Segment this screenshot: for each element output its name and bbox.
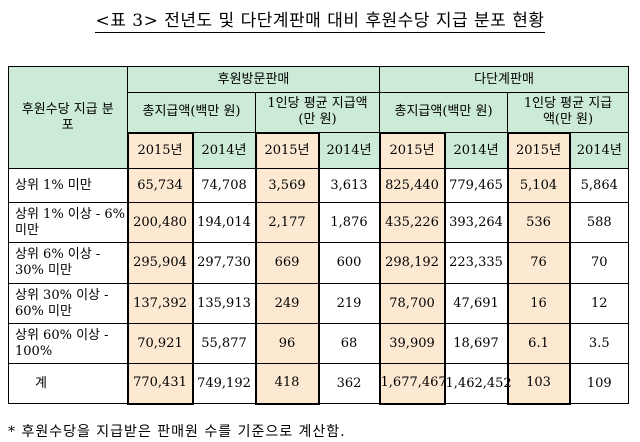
year-header-row: 2015년 2014년 2015년 2014년 2015년 2014년 2015… bbox=[9, 131, 630, 169]
value-cell: 779,465 bbox=[444, 168, 509, 203]
year-header-cell: 2014년 bbox=[317, 132, 381, 169]
value-cell: 200,480 bbox=[126, 202, 194, 243]
value-cell: 16 bbox=[506, 283, 571, 324]
value-cell: 47,691 bbox=[444, 283, 509, 324]
value-cell: 65,734 bbox=[126, 168, 194, 203]
year-header-cell: 2015년 bbox=[254, 131, 320, 169]
table-row: 상위 1% 미만 65,734 74,708 3,569 3,613 825,4… bbox=[8, 168, 630, 203]
value-cell: 435,226 bbox=[378, 202, 446, 243]
value-cell: 536 bbox=[506, 202, 571, 243]
value-cell: 2,177 bbox=[254, 202, 320, 243]
value-cell: 249 bbox=[254, 283, 320, 324]
footnote: * 후원수당을 지급받은 판매원 수를 기준으로 계산함. bbox=[8, 424, 346, 440]
value-cell: 3.5 bbox=[569, 323, 630, 364]
value-cell: 55,877 bbox=[192, 323, 256, 364]
value-cell: 96 bbox=[254, 323, 320, 364]
year-header-cell: 2014년 bbox=[444, 132, 509, 169]
value-cell: 297,730 bbox=[192, 242, 256, 284]
row-label: 상위 1% 이상 - 6% 미만 bbox=[8, 202, 128, 243]
value-cell: 39,909 bbox=[378, 323, 446, 364]
value-cell: 1,462,452 bbox=[444, 363, 512, 404]
document-title: <표 3> 전년도 및 다단계판매 대비 후원수당 지급 분포 현황 bbox=[95, 11, 545, 33]
row-label: 상위 60% 이상 - 100% bbox=[8, 323, 128, 364]
value-cell: 770,431 bbox=[126, 363, 194, 405]
value-cell: 78,700 bbox=[378, 283, 446, 324]
value-cell: 103 bbox=[506, 363, 571, 405]
year-header-cell: 2015년 bbox=[378, 131, 446, 169]
table-row: 상위 30% 이상 - 60% 미만 137,392 135,913 249 2… bbox=[8, 283, 630, 324]
subheader-avg-mlm: 1인당 평균 지급액(만 원) bbox=[507, 92, 630, 133]
value-cell: 1,677,467 bbox=[378, 363, 447, 405]
value-cell: 5,104 bbox=[506, 168, 571, 203]
value-cell: 3,569 bbox=[254, 168, 320, 203]
row-label: 상위 6% 이상 - 30% 미만 bbox=[8, 242, 128, 284]
year-header-cell: 2014년 bbox=[569, 132, 630, 169]
year-header-cell: 2015년 bbox=[126, 131, 194, 169]
value-cell: 68 bbox=[317, 323, 381, 364]
value-cell: 393,264 bbox=[444, 202, 509, 243]
row-label: 계 bbox=[8, 363, 128, 404]
row-label: 상위 1% 미만 bbox=[8, 168, 128, 203]
value-cell: 3,613 bbox=[317, 168, 381, 203]
group-header-visit-sales: 후원방문판매 bbox=[126, 66, 381, 93]
value-cell: 600 bbox=[317, 242, 381, 284]
subheader-total-visit: 총지급액(백만 원) bbox=[127, 92, 256, 133]
total-row: 계 770,431 749,192 418 362 1,677,467 1,46… bbox=[8, 363, 630, 405]
value-cell: 219 bbox=[317, 283, 381, 324]
value-cell: 825,440 bbox=[378, 168, 446, 203]
value-cell: 74,708 bbox=[192, 168, 256, 203]
value-cell: 18,697 bbox=[444, 323, 509, 364]
value-cell: 295,904 bbox=[126, 242, 194, 284]
distribution-table: 후원수당 지급 분포 후원방문판매 다단계판매 총지급액(백만 원) 1인당 평… bbox=[8, 66, 630, 405]
year-header-cell: 2014년 bbox=[192, 132, 256, 169]
value-cell: 669 bbox=[254, 242, 320, 284]
value-cell: 135,913 bbox=[192, 283, 256, 324]
group-header-mlm: 다단계판매 bbox=[379, 66, 630, 93]
year-header-cell: 2015년 bbox=[506, 131, 571, 169]
value-cell: 109 bbox=[569, 363, 630, 404]
value-cell: 70,921 bbox=[126, 323, 194, 364]
table-row: 상위 60% 이상 - 100% 70,921 55,877 96 68 39,… bbox=[8, 323, 630, 364]
value-cell: 76 bbox=[506, 242, 571, 284]
value-cell: 1,876 bbox=[317, 202, 381, 243]
row-label: 상위 30% 이상 - 60% 미만 bbox=[8, 283, 128, 324]
value-cell: 298,192 bbox=[378, 242, 446, 284]
value-cell: 12 bbox=[569, 283, 630, 324]
value-cell: 749,192 bbox=[192, 363, 256, 404]
corner-header: 후원수당 지급 분포 bbox=[8, 66, 128, 169]
subheader-total-mlm: 총지급액(백만 원) bbox=[379, 92, 509, 133]
table-row: 상위 1% 이상 - 6% 미만 200,480 194,014 2,177 1… bbox=[8, 202, 630, 243]
value-cell: 194,014 bbox=[192, 202, 256, 243]
value-cell: 5,864 bbox=[569, 168, 630, 203]
group-header-row: 후원수당 지급 분포 후원방문판매 다단계판매 bbox=[8, 66, 630, 169]
value-cell: 418 bbox=[254, 363, 320, 405]
table-row: 상위 6% 이상 - 30% 미만 295,904 297,730 669 60… bbox=[8, 242, 630, 284]
value-cell: 70 bbox=[569, 242, 630, 284]
value-cell: 588 bbox=[569, 202, 630, 243]
value-cell: 137,392 bbox=[126, 283, 194, 324]
value-cell: 223,335 bbox=[444, 242, 509, 284]
value-cell: 362 bbox=[317, 363, 381, 404]
subheader-row: 총지급액(백만 원) 1인당 평균 지급액(만 원) 총지급액(백만 원) 1인… bbox=[9, 92, 630, 133]
subheader-avg-visit: 1인당 평균 지급액(만 원) bbox=[254, 92, 381, 133]
value-cell: 6.1 bbox=[506, 323, 571, 364]
